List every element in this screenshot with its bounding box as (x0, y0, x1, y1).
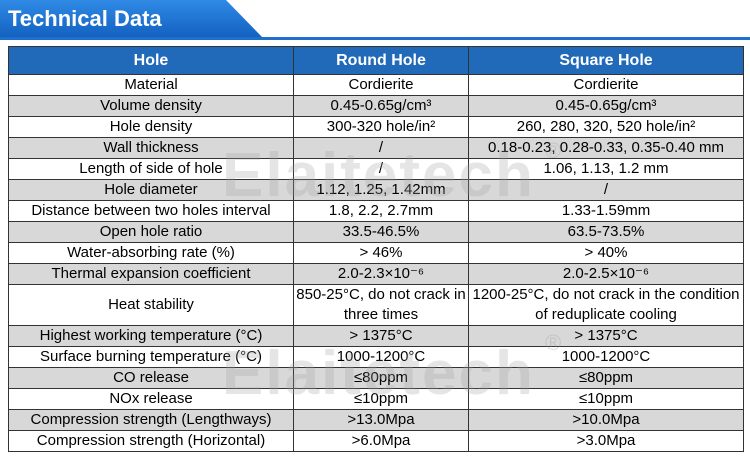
cell-property: Hole density (8, 116, 294, 138)
cell-square-hole: 1200-25°C, do not crack in the condition… (468, 284, 744, 326)
cell-square-hole: >10.0Mpa (468, 409, 744, 431)
cell-property: Highest working temperature (°C) (8, 325, 294, 347)
cell-square-hole: 1.06, 1.13, 1.2 mm (468, 158, 744, 180)
cell-square-hole: ≤80ppm (468, 367, 744, 389)
cell-round-hole: 33.5-46.5% (293, 221, 469, 243)
watermark-bottom-registered-mark: ® (545, 330, 562, 355)
cell-round-hole: 850-25°C, do not crack in three times (293, 284, 469, 326)
section-header-tab (0, 0, 262, 37)
table-row: CO release ≤80ppm ≤80ppm (8, 367, 744, 389)
cell-property: Wall thickness (8, 137, 294, 159)
table-row: Distance between two holes interval 1.8, … (8, 200, 744, 222)
watermark-top-registered-mark: ® (545, 138, 562, 163)
cell-property: NOx release (8, 388, 294, 410)
cell-round-hole: 300-320 hole/in² (293, 116, 469, 138)
table-header-row: Hole Round Hole Square Hole (8, 46, 744, 75)
cell-square-hole: / (468, 179, 744, 201)
cell-round-hole: 2.0-2.3×10⁻⁶ (293, 263, 469, 285)
cell-property: Distance between two holes interval (8, 200, 294, 222)
cell-property: Compression strength (Lengthways) (8, 409, 294, 431)
cell-square-hole: ≤10ppm (468, 388, 744, 410)
cell-square-hole: 260, 280, 320, 520 hole/in² (468, 116, 744, 138)
table-row: Length of side of hole/1.06, 1.13, 1.2 m… (8, 158, 744, 180)
cell-round-hole: > 46% (293, 242, 469, 264)
cell-round-hole: / (293, 137, 469, 159)
table-row: Highest working temperature (°C) > 1375°C… (8, 325, 744, 347)
table-row: Open hole ratio 33.5-46.5% 63.5-73.5% (8, 221, 744, 243)
cell-square-hole: > 40% (468, 242, 744, 264)
table-row: Compression strength (Horizontal) >6.0Mpa… (8, 430, 744, 452)
cell-round-hole: / (293, 158, 469, 180)
cell-square-hole: >3.0Mpa (468, 430, 744, 452)
table-row: Surface burning temperature (°C) 1000-120… (8, 346, 744, 368)
table-row: Water-absorbing rate (%) > 46% > 40% (8, 242, 744, 264)
cell-property: Compression strength (Horizontal) (8, 430, 294, 452)
cell-square-hole: 1000-1200°C (468, 346, 744, 368)
section-header-bar: Technical Data (0, 0, 750, 40)
cell-round-hole: > 1375°C (293, 325, 469, 347)
cell-round-hole: >13.0Mpa (293, 409, 469, 431)
cell-property: Length of side of hole (8, 158, 294, 180)
cell-square-hole: > 1375°C (468, 325, 744, 347)
column-header-round-hole: Round Hole (293, 46, 469, 75)
technical-data-table: Hole Round Hole Square Hole Material Cord… (8, 46, 744, 452)
cell-property: Open hole ratio (8, 221, 294, 243)
cell-square-hole: 0.45-0.65g/cm³ (468, 95, 744, 117)
table-row: Volume density 0.45-0.65g/cm³ 0.45-0.65g/c… (8, 95, 744, 117)
column-header-hole: Hole (8, 46, 294, 75)
table-row: Hole diameter 1.12, 1.25, 1.42mm / (8, 179, 744, 201)
cell-round-hole: ≤80ppm (293, 367, 469, 389)
table-row: Hole density 300-320 hole/in² 260, 280, 32… (8, 116, 744, 138)
cell-round-hole: 1000-1200°C (293, 346, 469, 368)
cell-round-hole: >6.0Mpa (293, 430, 469, 452)
cell-round-hole: 1.12, 1.25, 1.42mm (293, 179, 469, 201)
cell-property: Volume density (8, 95, 294, 117)
cell-round-hole: Cordierite (293, 74, 469, 96)
cell-square-hole: 2.0-2.5×10⁻⁶ (468, 263, 744, 285)
cell-property: Surface burning temperature (°C) (8, 346, 294, 368)
cell-round-hole: 0.45-0.65g/cm³ (293, 95, 469, 117)
cell-square-hole: 0.18-0.23, 0.28-0.33, 0.35-0.40 mm (468, 137, 744, 159)
column-header-square-hole: Square Hole (468, 46, 744, 75)
section-title: Technical Data (8, 6, 162, 31)
table-row: NOx release ≤10ppm ≤10ppm (8, 388, 744, 410)
table-row: Material Cordierite Cordierite (8, 74, 744, 96)
cell-square-hole: 63.5-73.5% (468, 221, 744, 243)
table-row: Thermal expansion coefficient 2.0-2.3×10⁻… (8, 263, 744, 285)
cell-square-hole: Cordierite (468, 74, 744, 96)
cell-square-hole: 1.33-1.59mm (468, 200, 744, 222)
table-row: Heat stability 850-25°C, do not crack in … (8, 284, 744, 326)
cell-property: Water-absorbing rate (%) (8, 242, 294, 264)
cell-property: Hole diameter (8, 179, 294, 201)
cell-round-hole: ≤10ppm (293, 388, 469, 410)
table-row: Compression strength (Lengthways) >13.0Mp… (8, 409, 744, 431)
cell-property: Thermal expansion coefficient (8, 263, 294, 285)
cell-property: Material (8, 74, 294, 96)
table-row: Wall thickness/0.18-0.23, 0.28-0.33, 0.3… (8, 137, 744, 159)
cell-round-hole: 1.8, 2.2, 2.7mm (293, 200, 469, 222)
cell-property: Heat stability (8, 284, 294, 326)
cell-property: CO release (8, 367, 294, 389)
table-body: Material Cordierite Cordierite Volume densi… (8, 74, 744, 452)
